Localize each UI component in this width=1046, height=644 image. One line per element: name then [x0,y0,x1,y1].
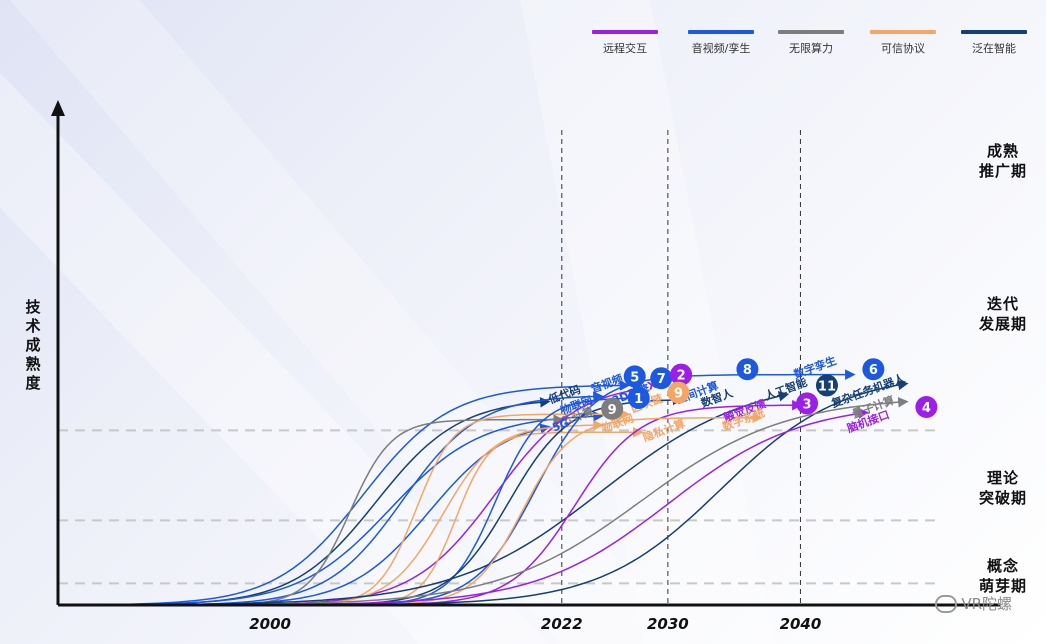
stage-label-line: 突破期 [978,489,1027,507]
y-axis-label-char: 成 [25,336,41,354]
watermark-text: VR陀螺 [961,595,1012,613]
badge-circle [627,387,650,409]
badge-number: 4 [922,401,931,416]
legend-swatch [592,30,658,34]
legend-swatch [961,30,1027,34]
stage-label-breakthrough: 理论 突破期 [968,468,1038,508]
legend-swatch [688,30,754,34]
background-stripes [0,0,774,644]
x-tick-label: 2022 [541,615,583,633]
legend-item-remote-interaction: 远程交互 [592,30,658,56]
x-tick-label: 2000 [249,615,291,633]
x-tick-label: 2040 [780,615,822,633]
stage-label-iterative: 迭代 发展期 [968,294,1038,334]
legend-label: 可信协议 [881,42,925,55]
stage-label-line: 概念 [986,557,1019,575]
legend-item-unlimited-compute: 无限算力 [778,30,844,56]
badge-number: 1 [634,392,643,407]
y-axis-label-char: 技 [25,298,41,316]
badge-circle [670,363,693,386]
legend-label: 远程交互 [603,42,647,55]
series-badges: 5 7 2 1 9 9 8 6 11 3 4 [601,358,938,420]
badge-number: 3 [803,397,812,412]
stage-label-line: 萌芽期 [978,577,1027,595]
series-line [349,412,763,606]
badge-number: 7 [657,372,666,387]
background-stripe [520,0,774,644]
legend-label: 泛在智能 [972,42,1016,55]
wechat-icon [935,594,958,613]
legend-label: 音视频/孪生 [691,42,751,55]
badge-number: 9 [608,403,617,418]
badge-circle [650,367,673,390]
stage-grid-lines [58,429,940,585]
badge-circle [862,358,885,381]
y-axis-label-char: 度 [25,374,41,392]
badge-number: 5 [630,370,639,385]
y-axis-label: 技 术 成 熟 度 [22,298,44,393]
legend-swatch [870,30,936,34]
y-axis-label-char: 熟 [25,355,41,373]
stage-label-mature: 成熟 推广期 [968,141,1038,181]
legend-item-trusted-protocol: 可信协议 [870,30,936,56]
y-axis-arrow [51,100,65,116]
badge-number: 9 [674,387,683,402]
badge-circle [915,396,938,418]
legend-swatch [778,30,844,34]
stage-label-line: 成熟 [986,142,1019,160]
stage-label-line: 发展期 [978,315,1027,333]
y-axis-label-char: 术 [25,317,41,335]
badge-circle [623,365,646,388]
stage-label-concept: 概念 萌芽期 [968,556,1038,596]
legend-item-ubiquitous-intelligence: 泛在智能 [961,30,1027,56]
stage-label-line: 推广期 [978,162,1027,180]
badge-number: 6 [869,363,878,378]
stage-label-line: 理论 [986,469,1019,487]
badge-circle [796,392,819,415]
x-tick-label: 2030 [647,615,689,633]
x-tick-labels: 2000 2022 2030 2040 [249,615,821,633]
technology-label: 5G [551,416,571,434]
stage-label-line: 迭代 [986,295,1019,313]
year-marker-lines [561,130,801,605]
watermark: VR陀螺 [935,593,1012,614]
badge-circle [601,397,624,420]
legend-label: 无限算力 [789,42,833,55]
badge-number: 2 [677,369,686,384]
legend-item-av-twin: 音视频/孪生 [688,30,754,56]
badge-number: 8 [743,363,752,378]
background-stripe [0,0,550,644]
badge-number: 11 [818,379,836,394]
badge-circle [815,374,838,397]
badge-circle [667,381,690,404]
axes [51,100,1000,607]
badge-circle [736,358,759,381]
